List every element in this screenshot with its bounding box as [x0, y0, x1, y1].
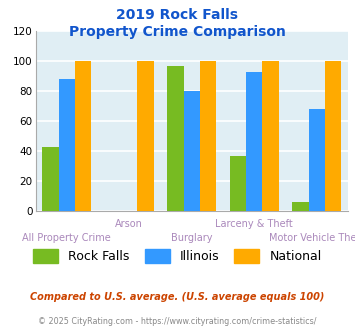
Text: Compared to U.S. average. (U.S. average equals 100): Compared to U.S. average. (U.S. average …: [30, 292, 325, 302]
Text: Property Crime Comparison: Property Crime Comparison: [69, 25, 286, 39]
Bar: [184, 91, 200, 211]
Bar: [167, 66, 184, 211]
Bar: [59, 79, 75, 211]
Bar: [292, 202, 308, 211]
Text: All Property Crime: All Property Crime: [22, 233, 111, 243]
Bar: [75, 61, 91, 211]
Text: Larceny & Theft: Larceny & Theft: [215, 219, 293, 229]
Bar: [262, 61, 279, 211]
Text: 2019 Rock Falls: 2019 Rock Falls: [116, 8, 239, 22]
Bar: [230, 156, 246, 211]
Bar: [200, 61, 216, 211]
Text: Motor Vehicle Theft: Motor Vehicle Theft: [269, 233, 355, 243]
Text: Burglary: Burglary: [171, 233, 212, 243]
Text: Arson: Arson: [115, 219, 143, 229]
Bar: [137, 61, 154, 211]
Bar: [308, 109, 325, 211]
Legend: Rock Falls, Illinois, National: Rock Falls, Illinois, National: [33, 248, 322, 263]
Bar: [246, 72, 262, 211]
Bar: [325, 61, 341, 211]
Bar: [42, 147, 59, 211]
Text: © 2025 CityRating.com - https://www.cityrating.com/crime-statistics/: © 2025 CityRating.com - https://www.city…: [38, 317, 317, 326]
